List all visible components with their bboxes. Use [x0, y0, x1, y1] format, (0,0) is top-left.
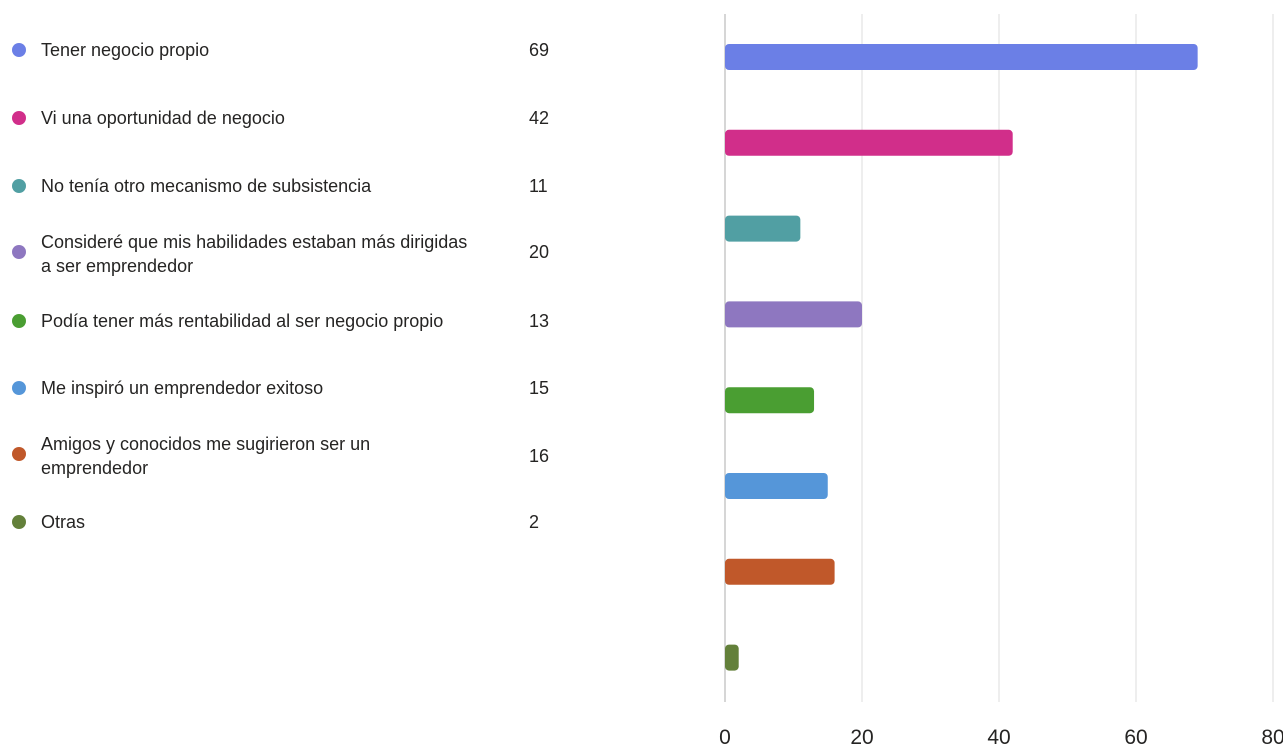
legend-dot-icon [12, 381, 26, 395]
x-tick-label: 20 [850, 726, 873, 747]
legend-item: Otras 2 [0, 510, 600, 570]
legend-dot-icon [12, 111, 26, 125]
legend-item: Me inspiró un emprendedor exitoso 15 [0, 376, 600, 436]
legend-item: Tener negocio propio 69 [0, 38, 600, 98]
legend-value: 69 [529, 40, 550, 60]
bar [725, 558, 835, 585]
legend-value: 13 [529, 311, 550, 331]
legend-item: No tenía otro mecanismo de subsistencia … [0, 174, 600, 234]
legend-item: Consideré que mis habilidades estaban má… [0, 230, 600, 290]
legend-item: Vi una oportunidad de negocio 42 [0, 106, 600, 166]
bar [725, 473, 828, 499]
bar [725, 44, 1198, 70]
legend-value: 42 [529, 108, 550, 128]
legend-dot-icon [12, 314, 26, 328]
bar [725, 387, 815, 414]
bar [725, 644, 739, 671]
legend-value: 15 [529, 378, 550, 398]
legend-label: Consideré que mis habilidades estaban má… [41, 232, 468, 276]
legend-dot-icon [12, 179, 26, 193]
legend: Tener negocio propio 69 Vi una oportunid… [0, 0, 600, 747]
legend-dot-icon [12, 447, 26, 461]
x-tick-label: 80 [1261, 726, 1283, 747]
legend-dot-icon [12, 245, 26, 259]
legend-label: Vi una oportunidad de negocio [41, 108, 285, 128]
legend-value: 2 [529, 512, 540, 532]
legend-label: Otras [41, 512, 86, 532]
x-tick-label: 60 [1124, 726, 1147, 747]
legend-label: Amigos y conocidos me sugirieron ser un … [41, 434, 371, 478]
legend-value: 16 [529, 446, 550, 466]
bar [725, 129, 1013, 156]
legend-dot-icon [12, 43, 26, 57]
legend-label: Podía tener más rentabilidad al ser nego… [41, 311, 444, 331]
bar [725, 301, 862, 328]
legend-value: 11 [529, 176, 548, 196]
legend-value: 20 [529, 242, 550, 262]
legend-label: Tener negocio propio [41, 40, 210, 60]
legend-item: Podía tener más rentabilidad al ser nego… [0, 309, 600, 369]
legend-label: Me inspiró un emprendedor exitoso [41, 378, 324, 398]
bar [725, 215, 801, 242]
legend-dot-icon [12, 515, 26, 529]
x-tick-label: 40 [987, 726, 1010, 747]
legend-item: Amigos y conocidos me sugirieron ser un … [0, 432, 600, 492]
legend-label: No tenía otro mecanismo de subsistencia [41, 176, 372, 196]
x-tick-label: 0 [719, 726, 731, 747]
